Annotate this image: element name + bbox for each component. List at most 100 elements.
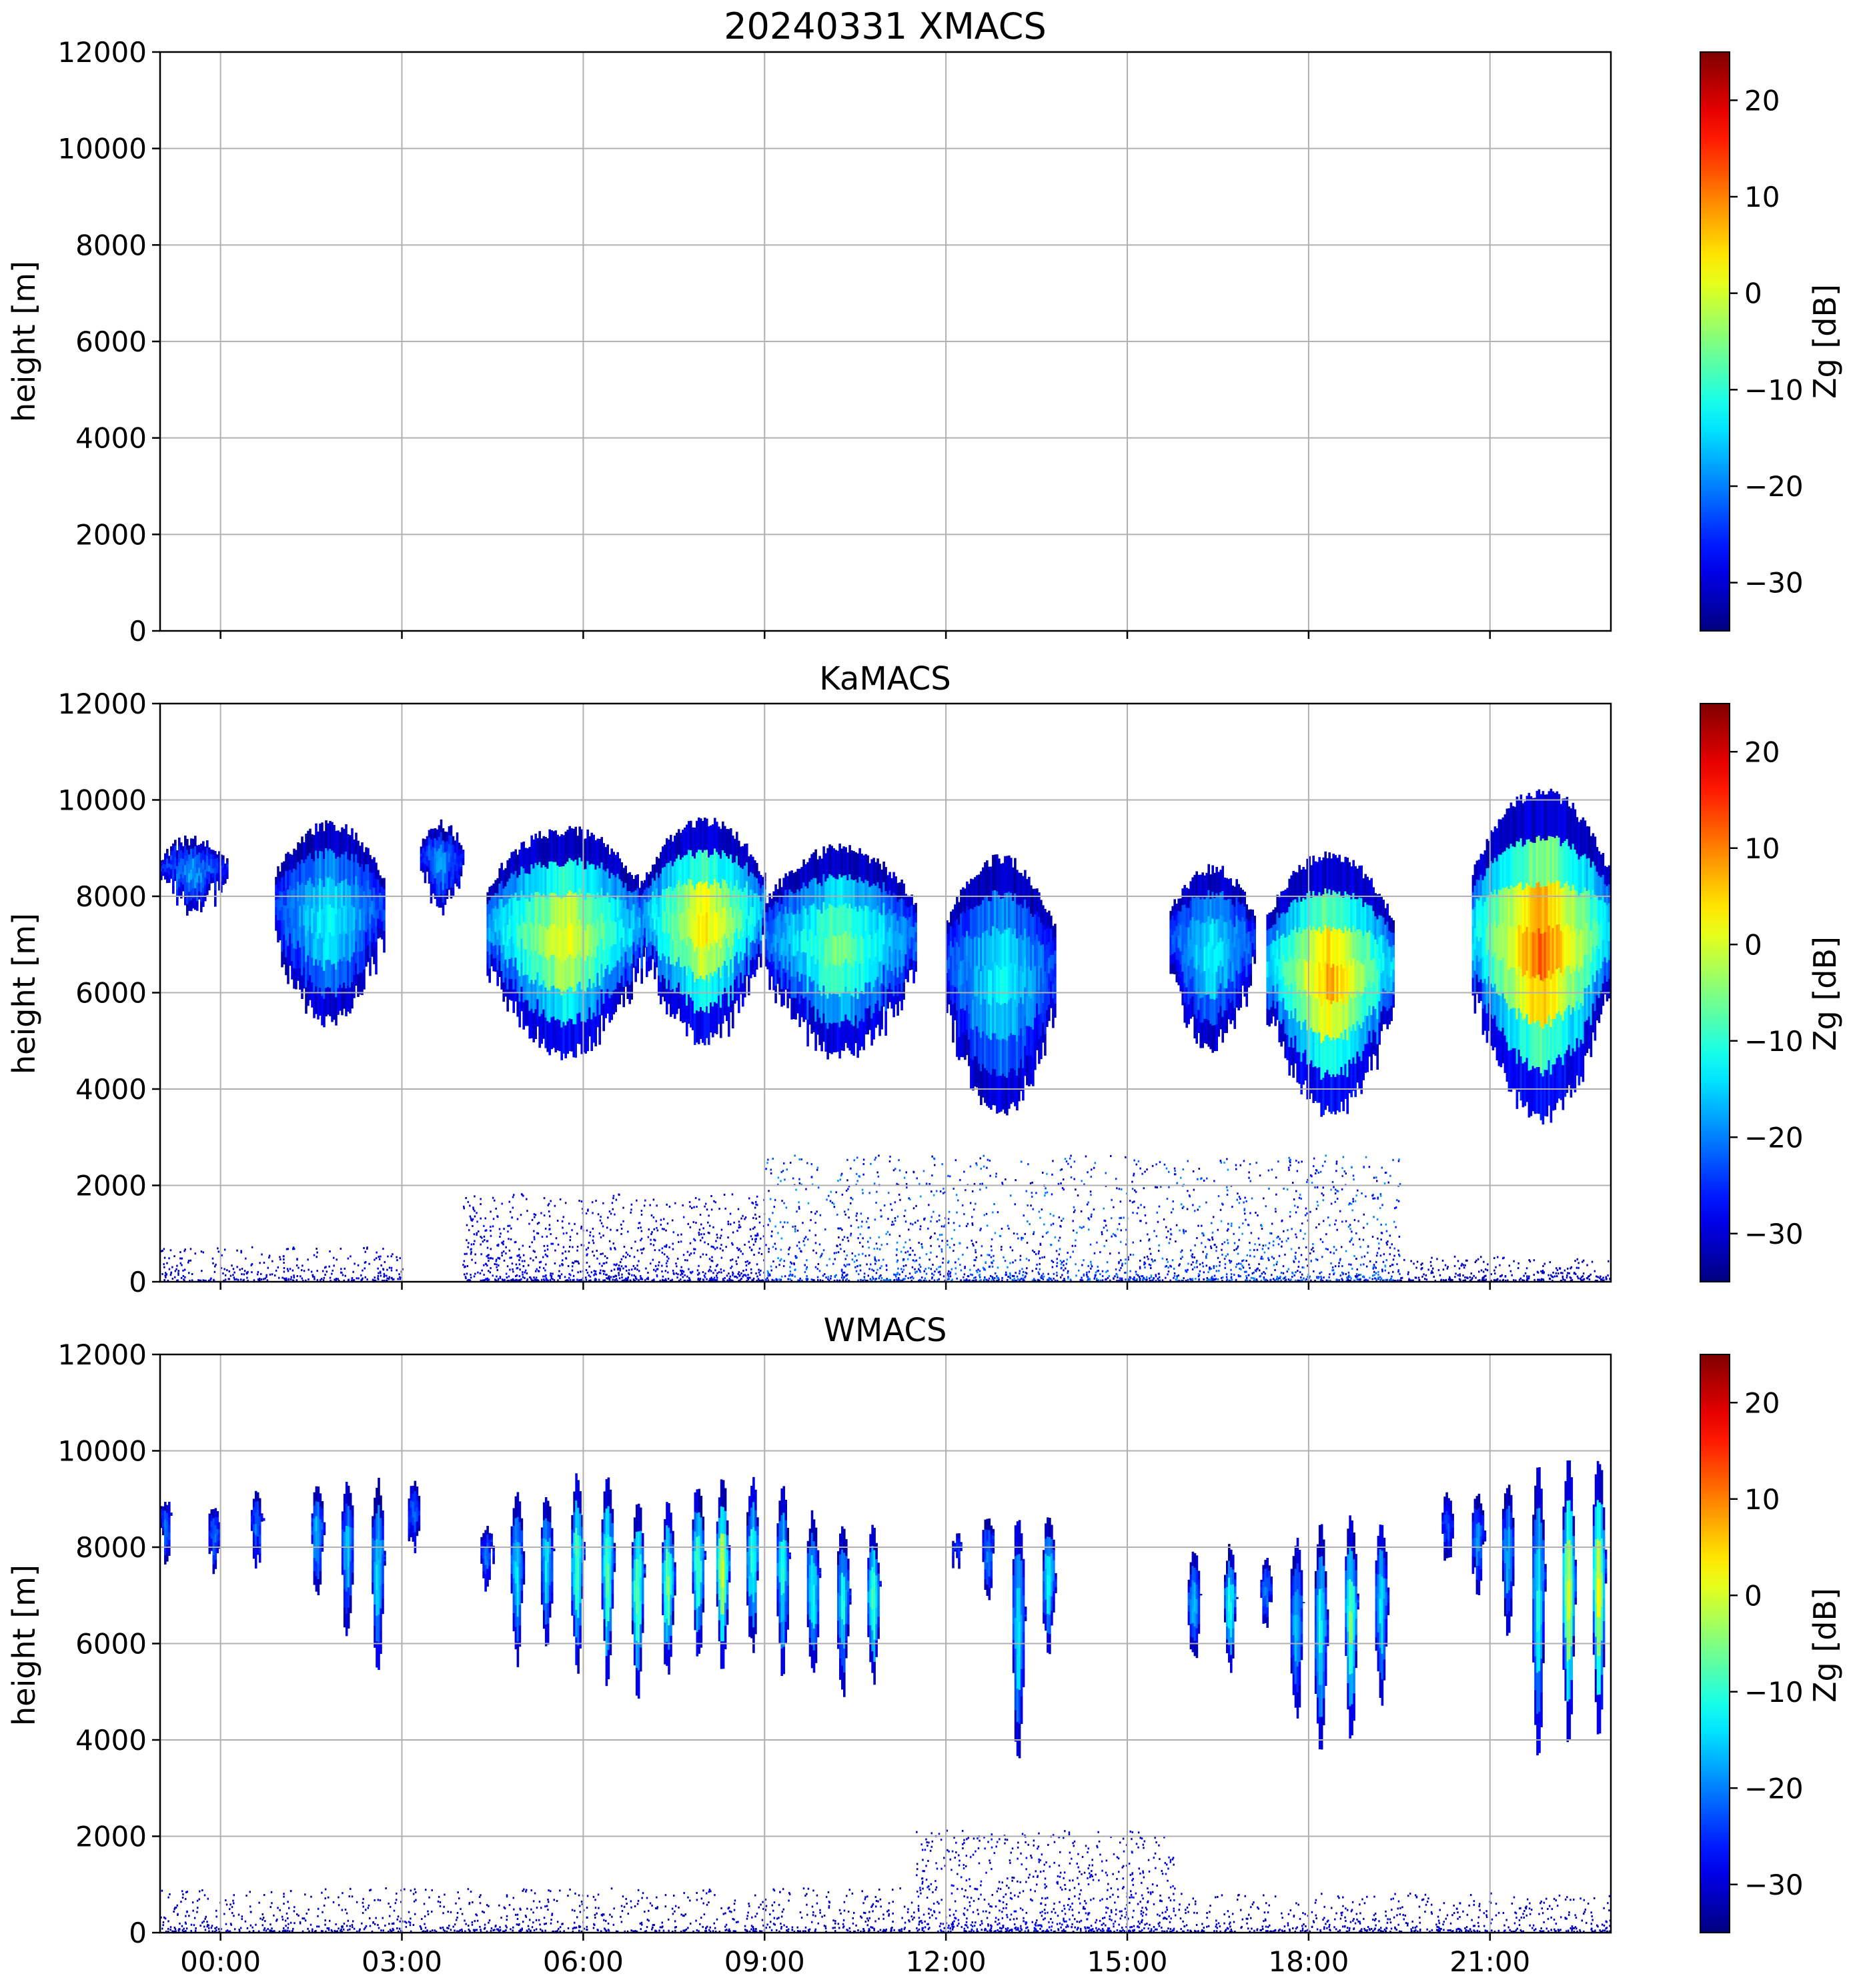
x-tick-label: 06:00 (543, 1945, 624, 1978)
colorbar-tick-label: −30 (1744, 1869, 1804, 1901)
cloud-layer (1532, 1467, 1547, 1756)
cloud-layer (486, 826, 645, 1060)
colorbar-tick-label: −30 (1744, 567, 1804, 600)
x-tick-label: 18:00 (1268, 1945, 1349, 1978)
cloud-layer (631, 1503, 646, 1699)
x-tick-label: 12:00 (906, 1945, 987, 1978)
cloud-layer (662, 1502, 676, 1675)
x-tick-label: 00:00 (180, 1945, 261, 1978)
colorbar-label: Zg [dB] (1807, 284, 1843, 399)
colorbar-tick-label: 0 (1744, 1579, 1762, 1612)
grid (160, 703, 1611, 1282)
cloud-layer (1501, 1484, 1515, 1636)
colorbar-tick-label: 20 (1744, 736, 1780, 768)
cloud-layer (1471, 1493, 1487, 1595)
y-tick-label: 4000 (75, 1073, 147, 1106)
colorbar-tick-label: −30 (1744, 1218, 1804, 1250)
cloud-layer (1266, 851, 1395, 1117)
cloud-layer (867, 1525, 882, 1685)
panel-wmacs: WMACS 0 2000 4000 6000 8000 10000 12000 00:00 03… (6, 1312, 1843, 1978)
cloud-layer (540, 1497, 556, 1647)
colorbar-tick-label: 10 (1744, 181, 1780, 213)
cloud-layer (982, 1519, 995, 1601)
cloud-layer (408, 1480, 421, 1554)
colorbar-tick-label: −10 (1744, 1676, 1804, 1709)
cloud-layer (1290, 1537, 1305, 1719)
cloud-layer (1169, 864, 1256, 1053)
clutter-speckle (160, 1246, 404, 1282)
cloud-layer (341, 1482, 354, 1637)
y-tick-label: 0 (129, 1266, 147, 1298)
cloud-layer (1012, 1520, 1027, 1759)
wmacs-plot-area: 0 2000 4000 6000 8000 10000 12000 00:00 03:00 06:… (57, 1338, 1612, 1978)
colorbar-label: Zg [dB] (1807, 936, 1843, 1051)
xmacs-plot-area: 0 2000 4000 6000 8000 10000 12000 (57, 36, 1612, 648)
cloud-layer (1224, 1544, 1239, 1673)
cloud-layer (776, 1486, 791, 1677)
y-tick-label: 12000 (57, 688, 147, 720)
cloud-layer (311, 1486, 326, 1596)
y-tick-label: 8000 (75, 880, 147, 913)
panel-kamacs: KaMACS 0 2000 4000 6000 8000 10000 12000 heigh… (6, 660, 1843, 1298)
cloud-layer (1187, 1551, 1203, 1659)
x-tick-label: 03:00 (362, 1945, 442, 1978)
y-tick-label: 4000 (75, 422, 147, 455)
cloud-layer (1562, 1460, 1578, 1743)
colorbar-tick-label: −10 (1744, 1025, 1804, 1058)
y-tick-label: 8000 (75, 1531, 147, 1564)
reflectivity-data (160, 1460, 1611, 1933)
y-axis-title: height [m] (6, 1565, 42, 1726)
colorbar-tick-label: 20 (1744, 1386, 1780, 1419)
cloud-layer (1260, 1558, 1273, 1628)
cloud-layer (746, 1476, 759, 1653)
y-tick-label: 10000 (57, 1435, 147, 1468)
cloud-layer (480, 1526, 495, 1592)
kamacs-colorbar: −30 −20 −10 0 10 20 (1700, 703, 1804, 1282)
y-axis-title: height [m] (6, 261, 42, 422)
y-tick-label: 2000 (75, 1170, 147, 1202)
cloud-layer (510, 1492, 526, 1667)
colorbar-tick-label: −10 (1744, 373, 1804, 406)
colorbar-ramp (1700, 51, 1730, 632)
cloud-layer (716, 1479, 731, 1669)
cloud-layer (837, 1526, 852, 1697)
cloud-layer (644, 817, 766, 1046)
colorbar-tick-label: 10 (1744, 1483, 1780, 1516)
cloud-layer (1375, 1525, 1390, 1706)
y-tick-label: 10000 (57, 784, 147, 817)
cloud-layer (946, 854, 1057, 1116)
x-tick-label: 21:00 (1449, 1945, 1530, 1978)
y-tick-label: 6000 (75, 325, 147, 358)
panel-xmacs: 20240331 XMACS 0 2000 4000 6000 8000 10000 120… (6, 5, 1843, 648)
cloud-layer (250, 1490, 265, 1569)
panel-title: WMACS (824, 1312, 947, 1349)
y-tick-label: 4000 (75, 1724, 147, 1757)
cloud-layer (1314, 1524, 1329, 1750)
clutter-speckle (462, 1193, 766, 1282)
y-tick-label: 12000 (57, 36, 147, 69)
kamacs-plot-area: 0 2000 4000 6000 8000 10000 12000 (57, 688, 1612, 1298)
cloud-layer (372, 1477, 386, 1671)
panel-title: KaMACS (819, 660, 951, 698)
cloud-layer (160, 1501, 173, 1565)
cloud-layer (1592, 1460, 1608, 1735)
panel-title: 20240331 XMACS (724, 5, 1047, 47)
cloud-layer (952, 1533, 963, 1569)
wmacs-colorbar: −30 −20 −10 0 10 20 (1700, 1354, 1804, 1933)
y-tick-label: 6000 (75, 1628, 147, 1661)
grid (160, 51, 1611, 632)
cloud-layer (806, 1510, 822, 1673)
y-tick-label: 6000 (75, 977, 147, 1010)
clutter-speckle (916, 1829, 1177, 1933)
grid (160, 1354, 1611, 1933)
cloud-layer (275, 820, 386, 1028)
colorbar-tick-label: 0 (1744, 277, 1762, 310)
colorbar-tick-label: −20 (1744, 1121, 1804, 1154)
cloud-layer (1345, 1515, 1359, 1739)
reflectivity-data (160, 788, 1611, 1282)
y-tick-label: 2000 (75, 1821, 147, 1853)
y-tick-label: 8000 (75, 229, 147, 261)
y-tick-label: 12000 (57, 1338, 147, 1371)
colorbar-label: Zg [dB] (1807, 1588, 1843, 1703)
